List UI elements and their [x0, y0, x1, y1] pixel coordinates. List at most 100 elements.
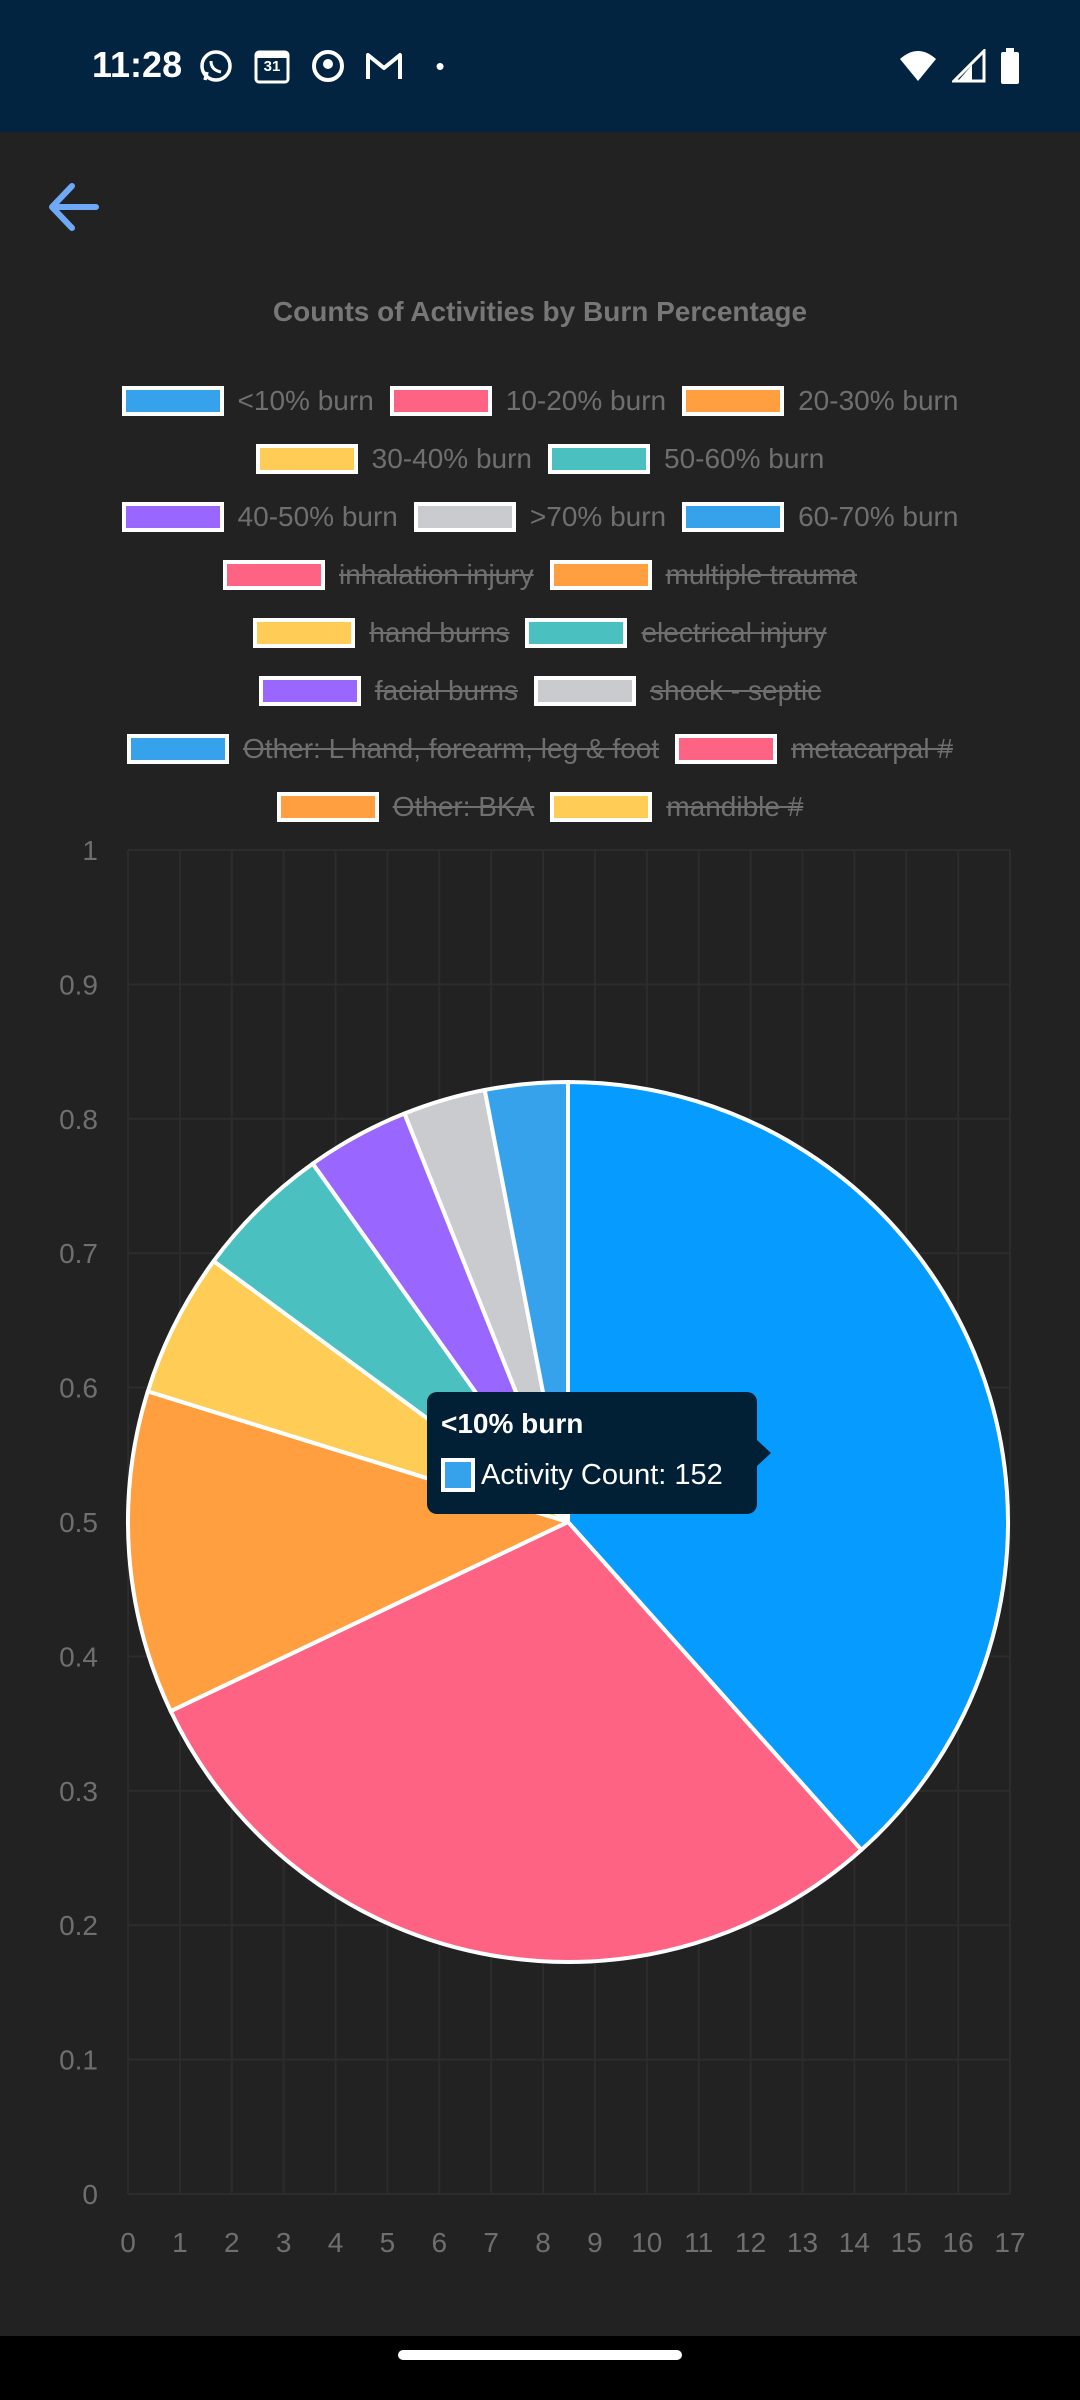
- legend-item[interactable]: Other: L hand, forearm, leg & foot: [127, 733, 659, 765]
- legend-swatch: [550, 792, 653, 822]
- legend-label: hand burns: [369, 617, 510, 648]
- gmail-icon: [364, 46, 404, 86]
- legend-item[interactable]: multiple trauma: [549, 559, 857, 591]
- x-tick-label: 6: [432, 2227, 448, 2258]
- legend-swatch: [223, 560, 325, 590]
- x-tick-label: 2: [224, 2227, 240, 2258]
- back-button[interactable]: [40, 172, 110, 242]
- legend-row: 30-40% burn 50-60% burn: [0, 430, 1080, 488]
- legend-swatch: [413, 502, 516, 532]
- x-tick-label: 3: [276, 2227, 292, 2258]
- y-tick-label: 0.1: [59, 2045, 98, 2076]
- chart-title: Counts of Activities by Burn Percentage: [272, 296, 808, 327]
- legend-label: electrical injury: [641, 617, 827, 648]
- status-bar: 11:28 31 •: [0, 0, 1080, 132]
- x-tick-label: 16: [943, 2227, 974, 2258]
- legend-swatch: [276, 792, 379, 822]
- system-icons: [898, 47, 1020, 89]
- home-gesture-handle[interactable]: [398, 2350, 682, 2360]
- legend-label: 50-60% burn: [664, 443, 825, 474]
- pie-slice[interactable]: [168, 1520, 864, 1964]
- legend-item[interactable]: >70% burn: [413, 501, 667, 533]
- legend-item[interactable]: metacarpal #: [675, 733, 953, 765]
- x-tick-label: 5: [380, 2227, 396, 2258]
- legend-item[interactable]: hand burns: [253, 617, 509, 649]
- y-tick-label: 0.5: [59, 1507, 98, 1538]
- whatsapp-icon: [196, 46, 236, 86]
- legend-swatch: [682, 502, 785, 532]
- y-tick-label: 1: [82, 835, 98, 866]
- legend-item[interactable]: shock - septic: [534, 675, 821, 707]
- legend-item[interactable]: 20-30% burn: [682, 385, 958, 417]
- x-tick-label: 12: [735, 2227, 766, 2258]
- tooltip-body: Activity Count: 152: [441, 1458, 723, 1492]
- legend-item[interactable]: 40-50% burn: [121, 501, 398, 533]
- y-tick-label: 0.7: [59, 1238, 98, 1269]
- y-tick-label: 0.4: [59, 1641, 98, 1672]
- y-tick-label: 0: [82, 2179, 98, 2210]
- legend-item[interactable]: electrical injury: [525, 617, 827, 649]
- tooltip-swatch: [441, 1458, 475, 1492]
- status-time: 11:28: [92, 44, 183, 85]
- wifi-icon: [898, 49, 938, 88]
- chart-tooltip: <10% burn Activity Count: 152: [427, 1392, 771, 1514]
- arrow-left-icon: [49, 183, 99, 231]
- legend-swatch: [127, 734, 230, 764]
- tooltip-label: Activity Count: 152: [481, 1458, 723, 1491]
- legend-swatch: [121, 502, 224, 532]
- notification-icons: 31 •: [196, 46, 460, 86]
- legend-label: multiple trauma: [665, 559, 857, 590]
- x-tick-label: 10: [631, 2227, 662, 2258]
- x-tick-label: 7: [483, 2227, 499, 2258]
- location-icon: [308, 46, 348, 86]
- legend-row: facial burns shock - septic: [0, 662, 1080, 720]
- legend-label: metacarpal #: [791, 733, 953, 764]
- legend-swatch: [682, 386, 785, 416]
- legend-label: Other: L hand, forearm, leg & foot: [243, 733, 660, 764]
- signal-icon: [950, 47, 986, 88]
- x-tick-label: 15: [891, 2227, 922, 2258]
- legend-swatch: [549, 560, 652, 590]
- battery-icon: [1000, 48, 1020, 89]
- legend-label: Other: BKA: [392, 791, 535, 822]
- more-notifications-dot: •: [435, 50, 445, 81]
- x-tick-label: 13: [787, 2227, 818, 2258]
- legend-item[interactable]: facial burns: [258, 675, 518, 707]
- x-tick-label: 11: [684, 2227, 713, 2258]
- legend-item[interactable]: mandible #: [550, 791, 803, 823]
- legend-label: 30-40% burn: [371, 443, 532, 474]
- legend-label: 40-50% burn: [237, 501, 398, 532]
- tooltip-title: <10% burn: [441, 1408, 584, 1439]
- legend-swatch: [389, 386, 492, 416]
- legend-swatch: [525, 618, 628, 648]
- x-tick-label: 1: [172, 2227, 188, 2258]
- legend-item[interactable]: 60-70% burn: [682, 501, 958, 533]
- legend-row: hand burns electrical injury: [0, 604, 1080, 662]
- legend-item[interactable]: 50-60% burn: [548, 443, 824, 475]
- pie-slice[interactable]: [566, 1080, 1010, 1852]
- y-tick-label: 0.3: [59, 1776, 98, 1807]
- calendar-icon: 31: [252, 46, 292, 86]
- x-tick-label: 17: [994, 2227, 1025, 2258]
- x-tick-label: 0: [120, 2227, 136, 2258]
- x-tick-label: 9: [587, 2227, 603, 2258]
- legend-row: inhalation injury multiple trauma: [0, 546, 1080, 604]
- legend-item[interactable]: Other: BKA: [276, 791, 535, 823]
- legend-row: <10% burn 10-20% burn 20-30% burn: [0, 372, 1080, 430]
- tooltip-caret: [757, 1440, 771, 1466]
- legend-label: >70% burn: [529, 501, 667, 532]
- legend-swatch: [255, 444, 358, 474]
- legend-item[interactable]: 30-40% burn: [255, 443, 532, 475]
- pie-chart: 00.10.20.30.40.50.60.70.80.910 1 2 3 4 5 6 7 8 9 1…: [59, 835, 1026, 2258]
- navigation-bar: [0, 2336, 1080, 2400]
- legend-label: 60-70% burn: [798, 501, 959, 532]
- legend-swatch: [258, 676, 361, 706]
- legend-swatch: [534, 676, 636, 706]
- legend-item[interactable]: <10% burn: [121, 385, 374, 417]
- y-tick-label: 0.8: [59, 1104, 98, 1135]
- legend-item[interactable]: inhalation injury: [223, 559, 534, 591]
- pie-slice[interactable]: [126, 1389, 570, 1714]
- calendar-day: 31: [263, 58, 281, 75]
- legend-item[interactable]: 10-20% burn: [389, 385, 666, 417]
- legend-label: <10% burn: [237, 385, 374, 416]
